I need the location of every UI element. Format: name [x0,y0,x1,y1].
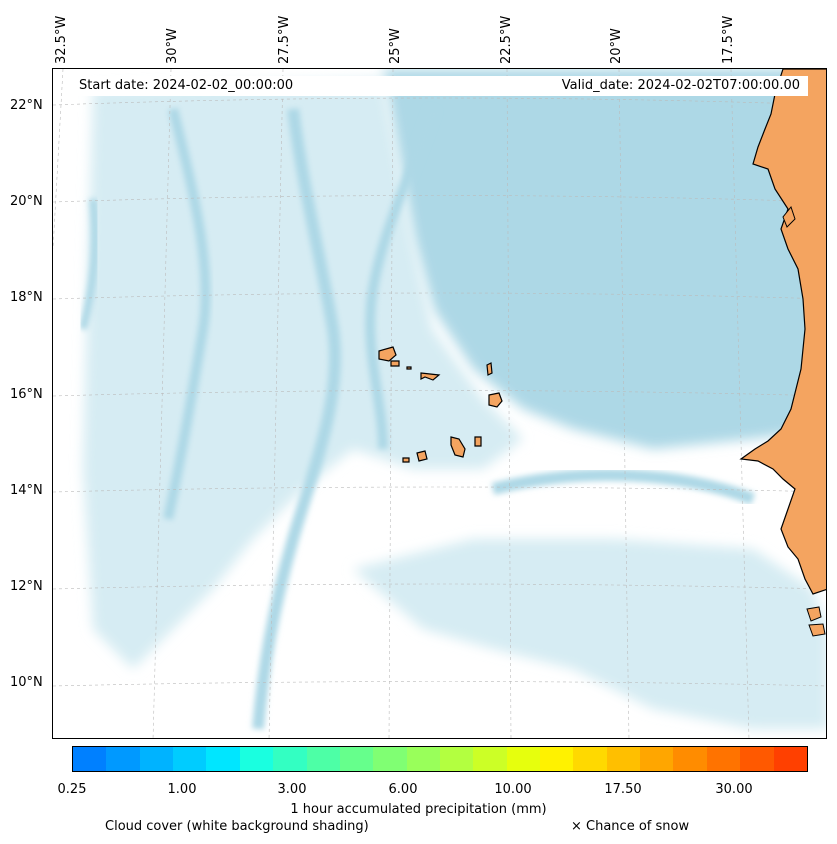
graticule [53,69,826,738]
colorbar-segment [406,747,440,771]
latitude-label: 12°N [10,579,43,594]
island-santo-antao [378,346,397,362]
colorbar-segment [139,747,174,771]
cloud-streak [491,469,756,505]
longitude-label: 17.5°W [721,15,736,64]
latitude-label: 10°N [10,675,43,690]
colorbar-segment [306,747,340,771]
latitude-label: 20°N [10,194,43,209]
colorbar-tick-label: 3.00 [277,782,307,797]
island-santa-luzia [406,366,412,370]
island-sao-vicente [390,360,400,367]
valid-date-text: Valid_date: 2024-02-02T07:00:00.00 [561,78,800,93]
cloud-light-region [353,539,826,729]
longitude-label: 22.5°W [499,15,514,64]
longitude-label: 27.5°W [277,15,292,64]
map-panel[interactable] [52,68,827,739]
date-info-box: Start date: 2024-02-02_00:00:00 Valid_da… [72,76,808,96]
cloud-dense-region [383,69,826,449]
cloud-cover-legend: Cloud cover (white background shading) [105,819,369,834]
longitude-label: 32.5°W [54,15,69,64]
cloud-streak [252,108,341,730]
snow-legend: × Chance of snow [571,819,690,834]
coastal-island [806,606,822,622]
colorbar-segment [706,747,741,771]
colorbar-segment [573,747,607,771]
coastal-island [808,623,826,637]
colorbar-segment [740,747,774,771]
colorbar-segment [173,747,207,771]
island-santiago [450,436,466,458]
colorbar-segment [206,747,240,771]
colorbar-segment [773,747,807,771]
cloud-streak [79,198,99,330]
colorbar-segment [239,747,274,771]
colorbar-segment [606,747,641,771]
latitude-label: 18°N [10,290,43,305]
cloud-light-region [83,79,523,669]
cloud-streak [365,107,438,450]
colorbar-segment [273,747,307,771]
island-fogo [416,450,428,462]
start-date-text: Start date: 2024-02-02_00:00:00 [79,78,294,93]
island-sao-nicolau [420,372,441,381]
colorbar-segment [439,747,474,771]
colorbar-title: 1 hour accumulated precipitation (mm) [290,802,547,817]
colorbar-segment [373,747,407,771]
colorbar-segment [473,747,507,771]
longitude-label: 30°W [165,28,180,64]
colorbar-tick-label: 1.00 [167,782,197,797]
longitude-label: 20°W [609,28,624,64]
latitude-label: 16°N [10,387,43,402]
colorbar-segment [540,747,574,771]
longitude-label: 25°W [388,28,403,64]
colorbar-tick-label: 0.25 [57,782,87,797]
west-africa-coast [739,69,826,595]
island-maio [474,436,482,447]
colorbar-segment [73,747,107,771]
coastal-island [782,205,796,228]
island-sal [486,362,493,376]
island-boa-vista [488,392,503,408]
colorbar-segment [673,747,707,771]
latitude-label: 22°N [10,98,43,113]
precipitation-colorbar [72,746,808,772]
colorbar-segment [506,747,541,771]
colorbar-tick-label: 17.50 [604,782,642,797]
colorbar-segment [339,747,374,771]
cloud-streak [163,107,211,521]
colorbar-tick-label: 30.00 [715,782,753,797]
colorbar-tick-label: 10.00 [494,782,532,797]
map-canvas [53,69,826,738]
cloud-cover-shading [79,69,826,730]
colorbar-segment [640,747,674,771]
land-areas [378,69,826,637]
colorbar-tick-label: 6.00 [388,782,418,797]
latitude-label: 14°N [10,483,43,498]
colorbar-segment [106,747,140,771]
island-brava [402,457,410,463]
